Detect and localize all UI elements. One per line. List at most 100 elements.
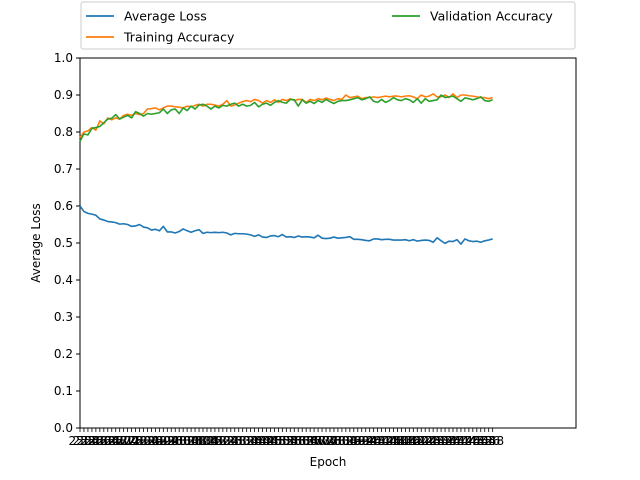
x-tick-label: 392 <box>350 434 373 448</box>
x-tick-label: 402 <box>370 434 393 448</box>
x-tick-label: 442 <box>449 434 472 448</box>
x-tick-label: 424 <box>414 434 437 448</box>
x-tick-label: 444 <box>453 434 476 448</box>
series-line-training-accuracy <box>79 93 493 139</box>
y-tick-label: 0.3 <box>54 310 73 324</box>
x-tick-label: 382 <box>330 434 353 448</box>
x-tick-label: 286 <box>140 434 163 448</box>
x-tick-label: 350 <box>267 434 290 448</box>
x-tick-label: 360 <box>287 434 310 448</box>
x-tick-label: 372 <box>311 434 334 448</box>
x-tick-label: 434 <box>434 434 457 448</box>
x-tick-label: 260 <box>88 434 111 448</box>
y-tick-label: 0.6 <box>54 199 73 213</box>
x-tick-label: 276 <box>120 434 143 448</box>
x-tick-label: 338 <box>243 434 266 448</box>
x-tick-label: 278 <box>124 434 147 448</box>
x-tick-label: 322 <box>211 434 234 448</box>
x-tick-label: 422 <box>410 434 433 448</box>
x-tick-label: 354 <box>275 434 298 448</box>
x-tick-label: 324 <box>215 434 238 448</box>
x-tick-label: 428 <box>422 434 445 448</box>
legend-label: Average Loss <box>124 9 207 24</box>
x-tick-label: 380 <box>326 434 349 448</box>
x-tick-label: 398 <box>362 434 385 448</box>
x-tick-label: 330 <box>227 434 250 448</box>
x-tick-label: 440 <box>446 434 469 448</box>
x-tick-label: 458 <box>481 434 504 448</box>
x-tick-label: 388 <box>342 434 365 448</box>
x-tick-label: 326 <box>219 434 242 448</box>
x-tick-label: 416 <box>398 434 421 448</box>
x-tick-label: 254 <box>76 434 99 448</box>
x-tick-label: 292 <box>152 434 175 448</box>
legend: Average Loss Training Accuracy Validation … <box>80 1 576 50</box>
x-tick-label: 390 <box>346 434 369 448</box>
x-tick-label: 448 <box>461 434 484 448</box>
x-tick-label: 314 <box>196 434 219 448</box>
x-tick-label: 328 <box>223 434 246 448</box>
x-tick-label: 378 <box>322 434 345 448</box>
x-tick-label: 304 <box>176 434 199 448</box>
x-tick-label: 362 <box>291 434 314 448</box>
x-tick-label: 408 <box>382 434 405 448</box>
x-tick-label: 412 <box>390 434 413 448</box>
legend-label: Training Accuracy <box>123 30 235 45</box>
x-tick-label: 250 <box>69 434 92 448</box>
y-tick-label: 1.0 <box>54 51 73 65</box>
x-tick-label: 368 <box>303 434 326 448</box>
x-tick-label: 446 <box>457 434 480 448</box>
x-tick-label: 344 <box>255 434 278 448</box>
x-tick-label: 394 <box>354 434 377 448</box>
x-tick-label: 258 <box>84 434 107 448</box>
x-axis-label: Epoch <box>310 455 347 469</box>
y-tick-label: 0.9 <box>54 88 73 102</box>
series-line-validation-accuracy <box>79 94 493 142</box>
x-tick-label: 288 <box>144 434 167 448</box>
x-axis: 2502522542562582602622642662682702722742… <box>69 428 504 448</box>
x-tick-label: 436 <box>438 434 461 448</box>
x-tick-label: 334 <box>235 434 258 448</box>
x-tick-label: 400 <box>366 434 389 448</box>
legend-box <box>80 1 576 50</box>
x-tick-label: 364 <box>295 434 318 448</box>
x-tick-label: 384 <box>334 434 357 448</box>
legend-label: Validation Accuracy <box>430 9 553 24</box>
x-tick-label: 308 <box>184 434 207 448</box>
x-tick-label: 280 <box>128 434 151 448</box>
x-tick-label: 332 <box>231 434 254 448</box>
x-tick-label: 366 <box>299 434 322 448</box>
x-tick-label: 356 <box>279 434 302 448</box>
y-axis: 0.0 0.1 0.2 0.3 0.4 0.5 0.6 0.7 0.8 0.9 1.0 <box>54 51 80 435</box>
x-tick-label: 282 <box>132 434 155 448</box>
x-tick-label: 284 <box>136 434 159 448</box>
x-tick-label: 450 <box>465 434 488 448</box>
x-tick-label: 262 <box>92 434 115 448</box>
x-tick-label: 266 <box>100 434 123 448</box>
x-tick-label: 320 <box>207 434 230 448</box>
y-tick-label: 0.4 <box>54 273 73 287</box>
x-tick-label: 318 <box>203 434 226 448</box>
x-tick-label: 268 <box>104 434 127 448</box>
x-tick-label: 310 <box>188 434 211 448</box>
x-tick-label: 454 <box>473 434 496 448</box>
x-tick-label: 426 <box>418 434 441 448</box>
x-tick-label: 256 <box>80 434 103 448</box>
x-tick-label: 438 <box>442 434 465 448</box>
x-tick-label: 274 <box>116 434 139 448</box>
x-tick-label: 306 <box>180 434 203 448</box>
y-tick-label: 0.7 <box>54 162 73 176</box>
x-tick-label: 396 <box>358 434 381 448</box>
x-tick-label: 302 <box>172 434 195 448</box>
x-tick-label: 352 <box>271 434 294 448</box>
x-tick-label: 374 <box>315 434 338 448</box>
x-tick-label: 296 <box>160 434 183 448</box>
x-tick-label: 270 <box>108 434 131 448</box>
y-axis-label: Average Loss <box>29 203 43 282</box>
y-tick-label: 0.8 <box>54 125 73 139</box>
y-tick-label: 0.5 <box>54 236 73 250</box>
series-line-average-loss <box>79 205 493 245</box>
x-tick-label: 294 <box>156 434 179 448</box>
x-tick-label: 410 <box>386 434 409 448</box>
x-tick-label: 272 <box>112 434 135 448</box>
